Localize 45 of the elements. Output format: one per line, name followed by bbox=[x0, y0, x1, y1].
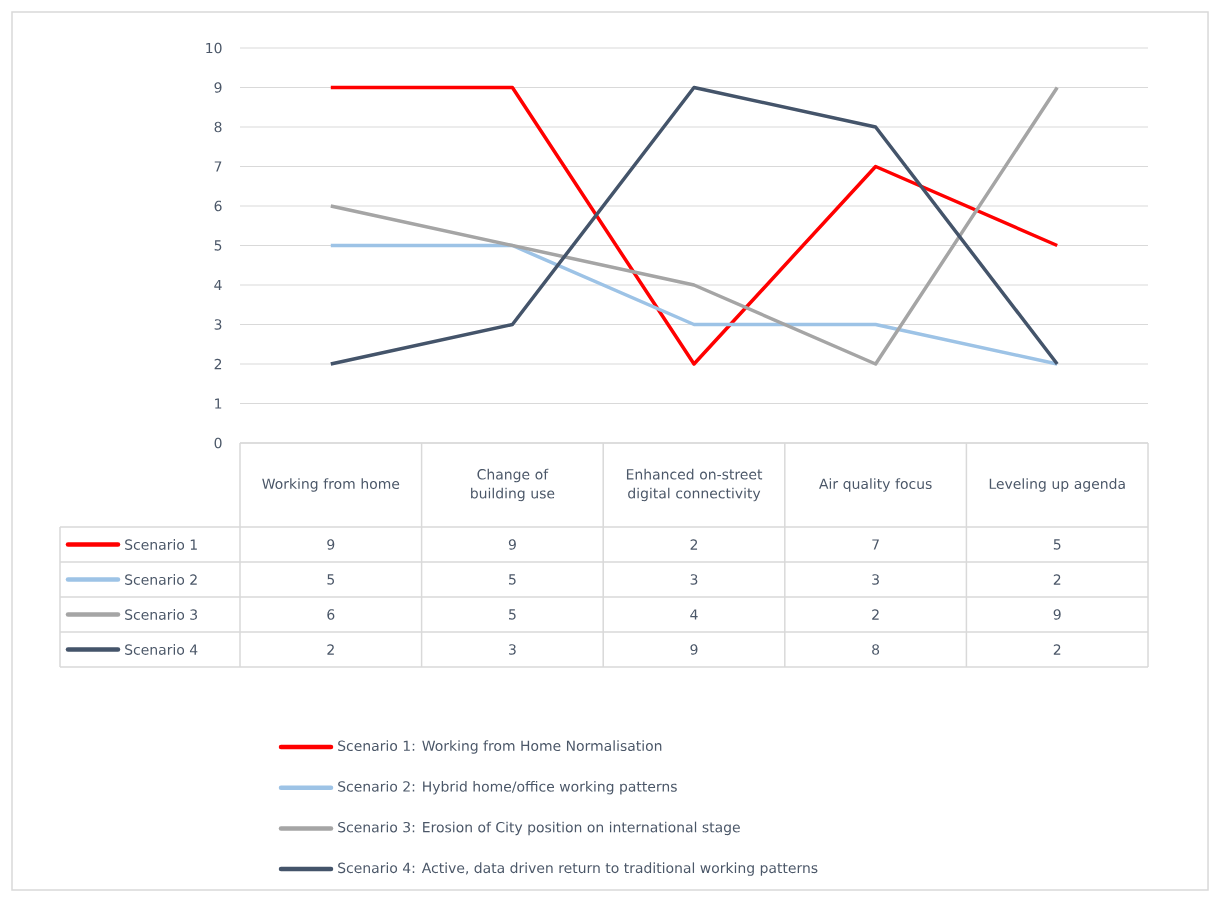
text: Scenario 2: Hybrid home/office working patterns bbox=[338, 780, 677, 795]
text: Scenario 4: Active, data driven return to traditional working patterns bbox=[338, 862, 818, 876]
text: Scenario 3: Erosion of City position on international stage bbox=[338, 821, 740, 836]
data-label: 2 bbox=[1053, 644, 1061, 655]
legend-label: Scenario 1 bbox=[125, 539, 197, 550]
x-tick-label: Enhanced on-street digital connectivity bbox=[626, 468, 763, 502]
y-tick-label: 10 bbox=[206, 42, 222, 54]
legend-label: Scenario 2 bbox=[125, 574, 197, 585]
y-tick-label: 2 bbox=[214, 358, 222, 370]
data-label: 8 bbox=[872, 644, 880, 655]
data-label: 6 bbox=[327, 609, 335, 620]
y-tick-label: 4 bbox=[214, 279, 222, 291]
legend-label: Scenario 4 bbox=[125, 644, 198, 655]
data-label: 7 bbox=[872, 539, 879, 550]
data-label: 9 bbox=[508, 539, 516, 550]
text: Scenario 1: Working from Home Normalisation bbox=[338, 740, 662, 754]
data-label: 3 bbox=[872, 574, 879, 585]
y-tick-label: 7 bbox=[214, 161, 222, 172]
data-label: 5 bbox=[509, 609, 516, 620]
x-tick-label: Leveling up agenda bbox=[989, 478, 1125, 492]
y-tick-label: 1 bbox=[215, 398, 222, 409]
data-label: 2 bbox=[872, 609, 879, 620]
y-tick-label: 9 bbox=[214, 82, 222, 93]
x-tick-label: Working from home bbox=[262, 478, 400, 492]
y-tick-label: 0 bbox=[214, 437, 222, 449]
data-label: 5 bbox=[327, 574, 335, 585]
data-label: 9 bbox=[327, 539, 335, 550]
y-tick-label: 6 bbox=[214, 200, 222, 212]
x-tick-label: Air quality focus bbox=[819, 478, 932, 492]
data-label: 3 bbox=[690, 574, 698, 585]
data-label: 2 bbox=[1053, 574, 1061, 585]
x-tick-label: Change of building use bbox=[471, 468, 555, 502]
legend-label: Scenario 3 bbox=[125, 609, 198, 620]
data-label: 9 bbox=[1053, 609, 1061, 620]
data-label: 3 bbox=[509, 644, 516, 655]
y-tick-label: 5 bbox=[214, 240, 222, 251]
data-label: 5 bbox=[1053, 539, 1061, 550]
data-label: 5 bbox=[509, 574, 516, 585]
data-label: 4 bbox=[690, 609, 698, 620]
y-tick-label: 8 bbox=[214, 121, 222, 133]
y-tick-label: 3 bbox=[214, 319, 222, 330]
line-series bbox=[329, 85, 1059, 366]
data-label: 2 bbox=[327, 644, 334, 655]
data-label: 9 bbox=[690, 644, 698, 655]
data-label: 2 bbox=[690, 539, 698, 550]
